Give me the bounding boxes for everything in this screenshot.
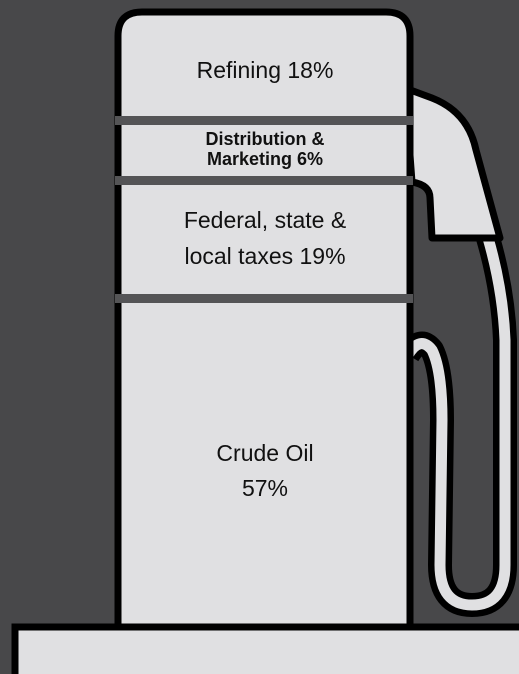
segment-label: Distribution & bbox=[206, 129, 325, 149]
segment-label: Marketing 6% bbox=[207, 149, 323, 169]
separator bbox=[115, 294, 413, 303]
separator bbox=[115, 176, 413, 185]
segment-label: Crude Oil bbox=[216, 440, 313, 466]
separator bbox=[115, 116, 413, 125]
segment-label: local taxes 19% bbox=[184, 243, 345, 269]
gas-pump-infographic: Refining 18% Distribution & Marketing 6%… bbox=[0, 0, 519, 674]
page: {"segments": [ {"lines": ["Refining 18%"… bbox=[0, 0, 519, 674]
segment-label: Refining 18% bbox=[197, 57, 334, 83]
pump-body bbox=[118, 12, 410, 674]
segment-label: Federal, state & bbox=[184, 207, 346, 233]
pump-base bbox=[15, 627, 519, 674]
segment-label: 57% bbox=[242, 475, 288, 501]
